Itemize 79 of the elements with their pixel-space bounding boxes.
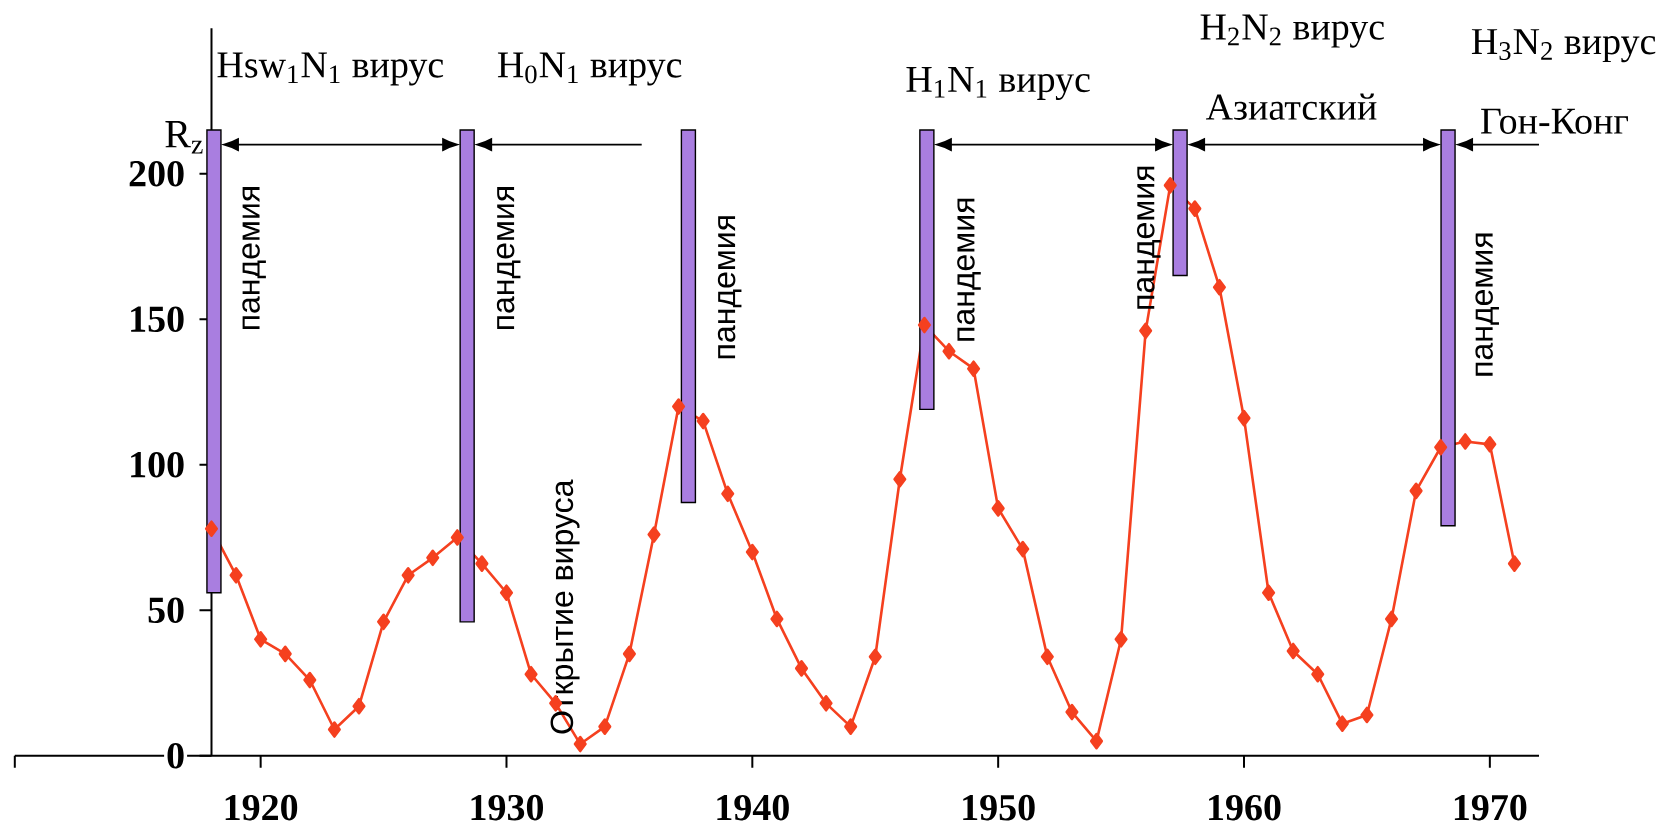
- point: [893, 470, 907, 488]
- point: [1114, 631, 1128, 648]
- y-tick-label: 0: [167, 742, 184, 769]
- y-tick-label: 150: [131, 306, 184, 333]
- point: [721, 485, 735, 503]
- point: [352, 697, 366, 715]
- point: [1163, 177, 1177, 194]
- point: [1139, 322, 1153, 340]
- point: [1089, 732, 1104, 750]
- annotation: Открытие вируса: [550, 479, 580, 734]
- point: [1065, 703, 1079, 721]
- y-tick-label: 100: [131, 451, 184, 478]
- annotation: пандемия: [496, 187, 521, 330]
- point: [475, 555, 489, 572]
- point: [868, 648, 882, 666]
- point: [1212, 278, 1226, 296]
- annotation: H$_{0}$N$_{1}$ вирус: [497, 52, 682, 86]
- point: [942, 342, 956, 360]
- point: [1262, 584, 1276, 602]
- point: [1458, 433, 1472, 450]
- point: [426, 549, 440, 567]
- point: [229, 566, 243, 584]
- annotation: H$_{2}$N$_{2}$ вирус: [1200, 14, 1384, 48]
- point: [1286, 642, 1300, 660]
- point: [1016, 540, 1030, 558]
- x-tick-label: 1940: [717, 794, 789, 821]
- point: [1507, 555, 1521, 572]
- y-tick-label: 200: [129, 160, 184, 187]
- point: [1409, 482, 1423, 500]
- point: [991, 500, 1005, 517]
- point: [1188, 200, 1202, 217]
- point: [844, 718, 858, 735]
- y-axis-title: R$_{z}$: [165, 121, 203, 154]
- point: [1311, 665, 1325, 683]
- point: [647, 526, 661, 543]
- point: [696, 412, 710, 430]
- point: [794, 660, 809, 677]
- x-tick-label: 1970: [1454, 794, 1527, 821]
- point: [278, 645, 292, 663]
- point: [917, 316, 931, 334]
- point: [377, 613, 391, 631]
- annotation: пандемия: [1475, 233, 1499, 376]
- point: [1434, 438, 1448, 456]
- point: [819, 695, 833, 712]
- annotation: H$_{1}$N$_{1}$ вирус: [906, 66, 1090, 101]
- point: [1040, 648, 1054, 666]
- annotation: пандемия: [957, 198, 981, 341]
- point: [1237, 409, 1251, 427]
- annotation: пандемия: [242, 187, 266, 330]
- point: [1483, 436, 1497, 453]
- point: [204, 520, 219, 538]
- point: [450, 529, 464, 546]
- point: [1360, 706, 1374, 724]
- point: [303, 671, 317, 689]
- point: [401, 566, 415, 584]
- annotation: пандемия: [1137, 166, 1161, 309]
- x-tick-label: 1960: [1209, 794, 1281, 821]
- point: [573, 735, 587, 753]
- annotation: Гон-Конг: [1481, 108, 1628, 134]
- x-tick-label: 1930: [471, 794, 544, 821]
- y-tick-label: 50: [148, 597, 184, 624]
- x-tick-label: 1950: [963, 794, 1035, 821]
- annotation: пандемия: [717, 216, 742, 359]
- point: [622, 645, 636, 663]
- annotation: H$_{3}$N$_{2}$ вирус: [1471, 29, 1656, 63]
- point: [327, 721, 341, 738]
- point: [499, 584, 514, 602]
- point: [745, 543, 759, 561]
- annotation: Азиатский: [1206, 93, 1377, 120]
- point: [672, 398, 686, 415]
- point: [1335, 715, 1349, 732]
- point: [524, 665, 538, 683]
- point: [967, 360, 981, 377]
- x-tick-label: 1920: [225, 794, 298, 821]
- point: [598, 718, 612, 735]
- point: [1384, 610, 1399, 628]
- annotation: Hsw$_{1}$N$_{1}$ вирус: [217, 52, 444, 86]
- point: [770, 610, 784, 628]
- point: [254, 631, 268, 648]
